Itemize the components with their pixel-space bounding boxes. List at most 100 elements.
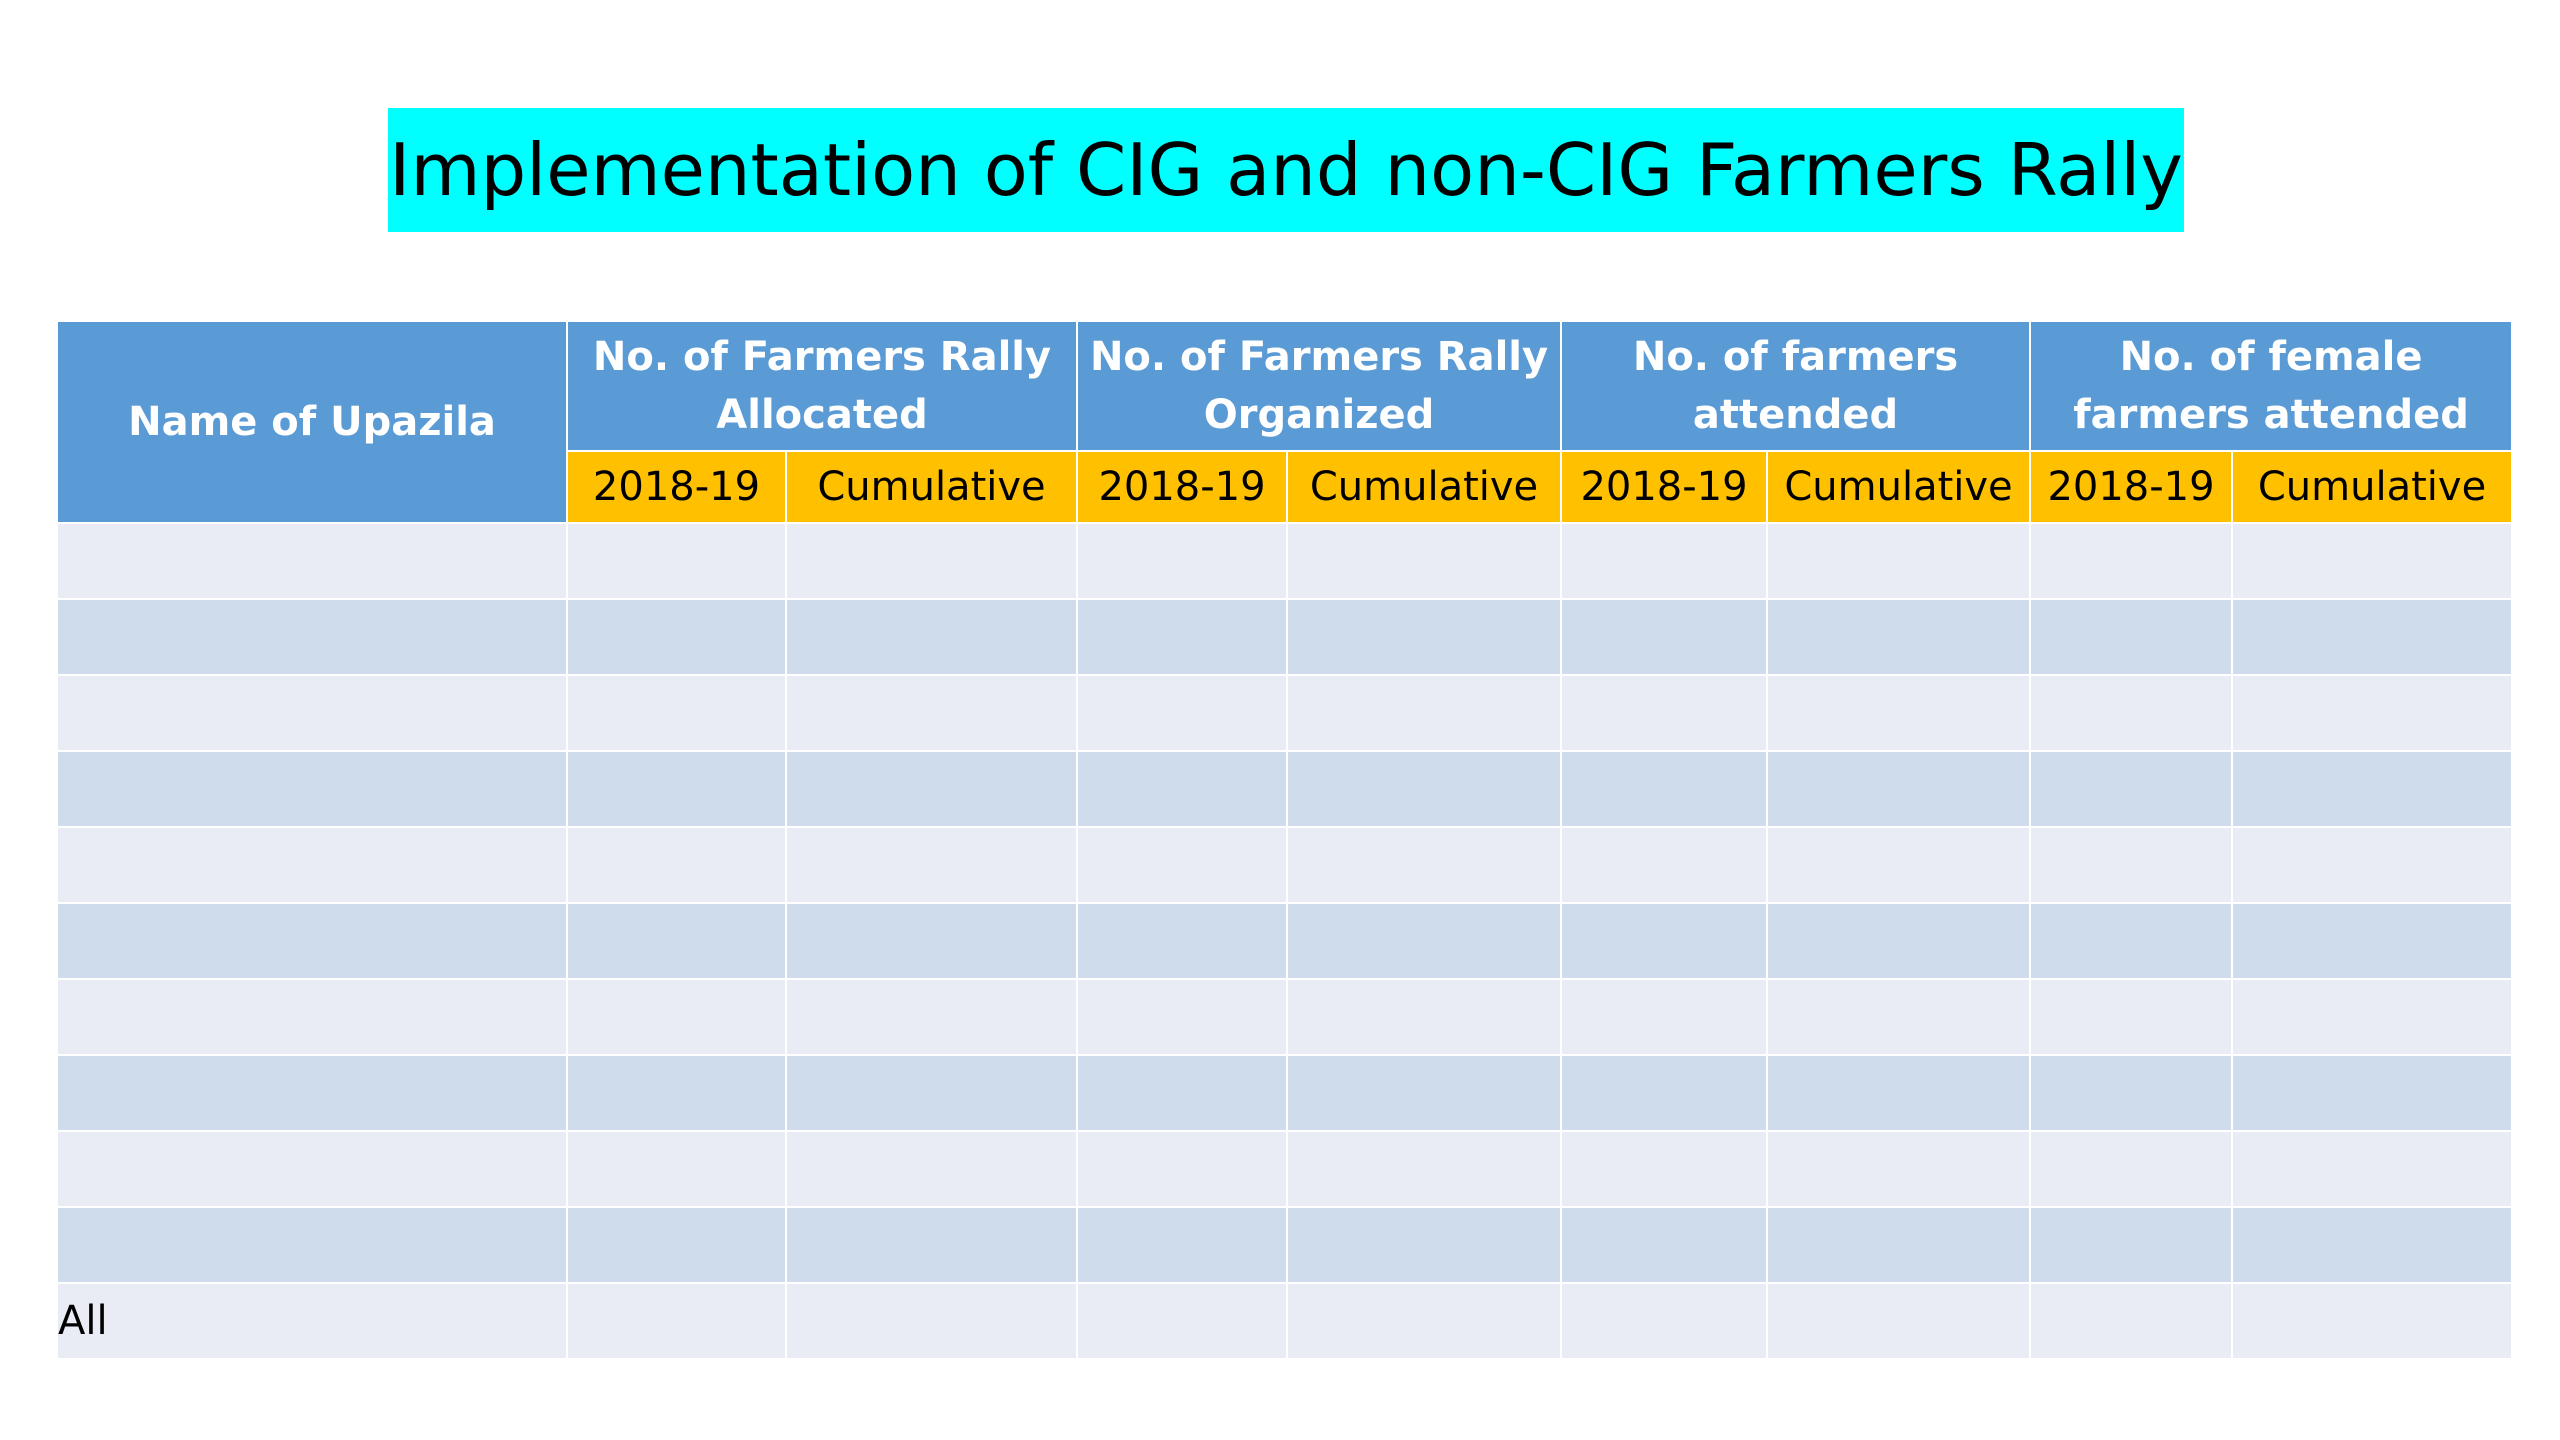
table-cell — [2231, 674, 2514, 752]
table-cell — [784, 598, 1079, 676]
upazila-name-cell — [56, 1054, 568, 1132]
table-cell — [1286, 902, 1563, 980]
sub-header-year: 2018-19 — [566, 450, 787, 524]
table-row — [56, 902, 2514, 980]
table-cell — [566, 978, 787, 1056]
upazila-name-cell — [56, 750, 568, 828]
table-row — [56, 1130, 2514, 1208]
table-cell — [566, 750, 787, 828]
table-cell — [1560, 1054, 1769, 1132]
table-cell — [784, 1130, 1079, 1208]
table-cell — [1286, 598, 1563, 676]
table-cell — [2231, 1206, 2514, 1284]
table-cell — [2029, 1206, 2234, 1284]
table-cell — [1076, 1130, 1289, 1208]
table-cell — [784, 522, 1079, 600]
table-cell — [784, 1054, 1079, 1132]
table-cell — [1286, 1054, 1563, 1132]
table-cell — [784, 826, 1079, 904]
table-cell — [2029, 1130, 2234, 1208]
table-cell — [1076, 750, 1289, 828]
sub-header-year: 2018-19 — [2029, 450, 2234, 524]
sub-header-cumulative: Cumulative — [1286, 450, 1563, 524]
table-cell — [1766, 1054, 2032, 1132]
upazila-name-cell — [56, 826, 568, 904]
upazila-name-cell — [56, 598, 568, 676]
table-cell — [1076, 522, 1289, 600]
table-cell — [1286, 522, 1563, 600]
table-cell — [1560, 750, 1769, 828]
slide-title: Implementation of CIG and non-CIG Farmer… — [389, 128, 2183, 212]
table-cell — [2029, 1282, 2234, 1360]
table-cell — [784, 750, 1079, 828]
upazila-name-cell — [56, 1130, 568, 1208]
table-row — [56, 598, 2514, 676]
table-cell — [1286, 1282, 1563, 1360]
table-cell — [1286, 1130, 1563, 1208]
table-row — [56, 978, 2514, 1056]
table-cell — [2029, 1054, 2234, 1132]
all-total-label: All — [56, 1282, 568, 1360]
table-cell — [1076, 598, 1289, 676]
table-cell — [2231, 902, 2514, 980]
farmers-attended-header: No. of farmers attended — [1560, 320, 2032, 452]
table-cell — [566, 1054, 787, 1132]
upazila-name-cell — [56, 674, 568, 752]
table-cell — [1076, 978, 1289, 1056]
table-body: All — [56, 522, 2514, 1360]
table-cell — [1766, 750, 2032, 828]
table-cell — [1286, 750, 1563, 828]
table-row — [56, 750, 2514, 828]
rally-allocated-header: No. of Farmers Rally Allocated — [565, 320, 1079, 452]
table-cell — [1560, 978, 1769, 1056]
sub-header-year: 2018-19 — [1076, 450, 1289, 524]
table-row — [56, 1054, 2514, 1132]
table-cell — [784, 1206, 1079, 1284]
table-cell — [2231, 826, 2514, 904]
sub-header-cumulative: Cumulative — [784, 450, 1079, 524]
table-cell — [566, 674, 787, 752]
table-cell — [1766, 674, 2032, 752]
table-cell — [1560, 902, 1769, 980]
table-cell — [2029, 978, 2234, 1056]
sub-header-year: 2018-19 — [1560, 450, 1769, 524]
name-of-upazila-header: Name of Upazila — [56, 320, 568, 524]
table-row — [56, 1206, 2514, 1284]
table-cell — [1766, 902, 2032, 980]
upazila-name-cell — [56, 522, 568, 600]
table-cell — [1766, 598, 2032, 676]
table-cell — [1560, 598, 1769, 676]
table-cell — [1560, 1282, 1769, 1360]
farmers-rally-table: Name of Upazila No. of Farmers Rally All… — [56, 320, 2514, 1360]
table-cell — [2231, 1282, 2514, 1360]
table-cell — [784, 1282, 1079, 1360]
sub-header-row: 2018-19 Cumulative 2018-19 Cumulative 20… — [57, 450, 2514, 524]
table-cell — [1076, 902, 1289, 980]
table-cell — [2029, 826, 2234, 904]
table-cell — [1286, 978, 1563, 1056]
table-row — [56, 522, 2514, 600]
table-cell — [1076, 826, 1289, 904]
table-cell — [2231, 522, 2514, 600]
table-cell — [1076, 1206, 1289, 1284]
table-cell — [784, 674, 1079, 752]
table-cell — [1766, 1130, 2032, 1208]
table-cell — [1766, 1282, 2032, 1360]
table-cell — [1286, 826, 1563, 904]
table-cell — [1766, 826, 2032, 904]
table-cell — [566, 522, 787, 600]
table-cell — [1076, 1282, 1289, 1360]
table-cell — [1076, 1054, 1289, 1132]
table-cell — [1766, 1206, 2032, 1284]
table-cell — [566, 826, 787, 904]
table-cell — [1766, 522, 2032, 600]
table-cell — [1286, 674, 1563, 752]
table-cell — [2029, 902, 2234, 980]
table-cell — [784, 978, 1079, 1056]
table-cell — [1560, 522, 1769, 600]
table-cell — [2231, 750, 2514, 828]
table-cell — [2231, 1130, 2514, 1208]
table-cell — [784, 902, 1079, 980]
table-cell — [1076, 674, 1289, 752]
table-cell — [566, 1206, 787, 1284]
